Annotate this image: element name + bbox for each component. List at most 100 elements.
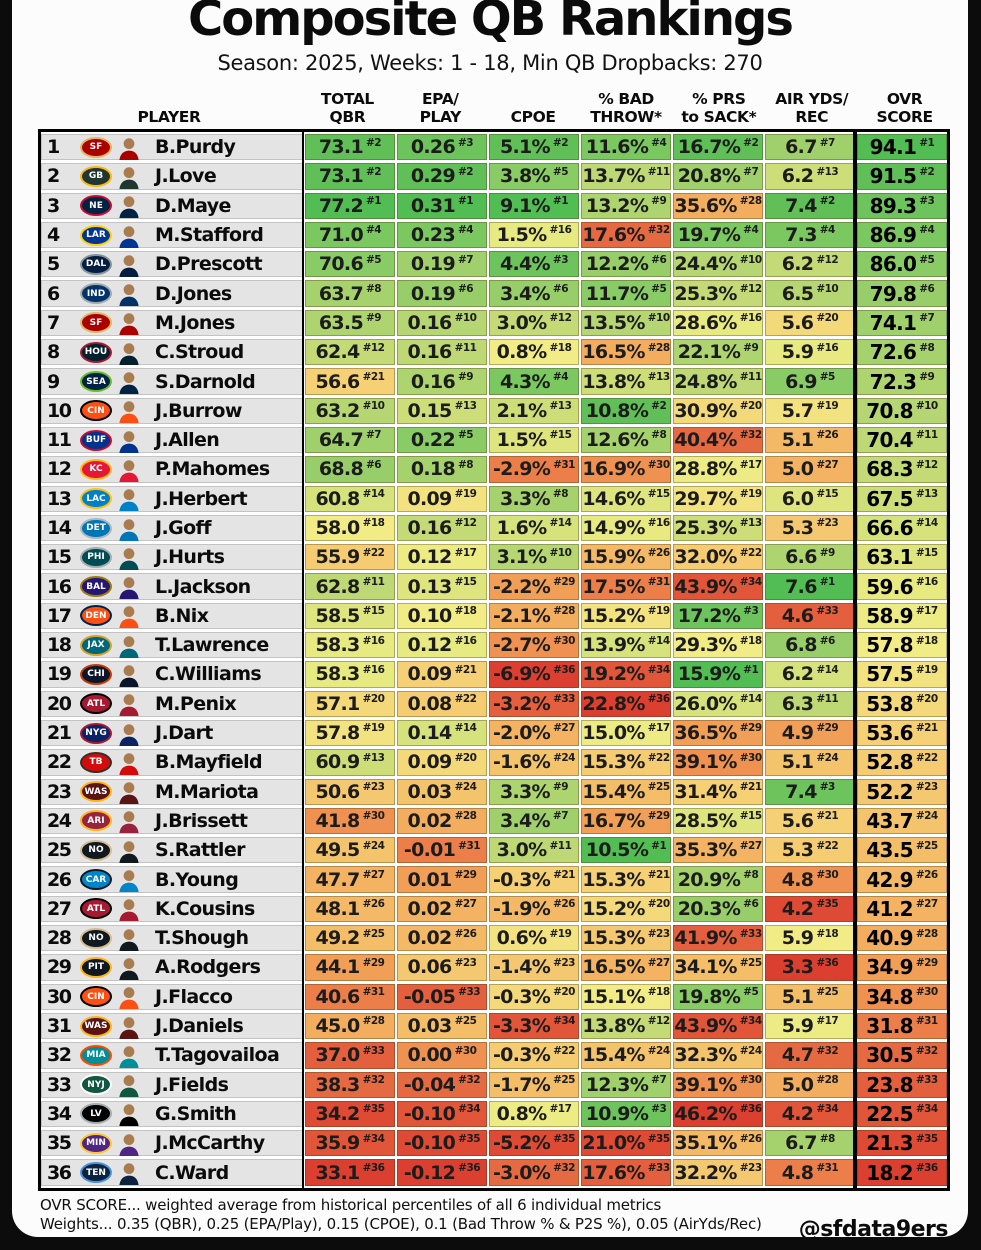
stat-rank: #12 [739,282,762,295]
table-rows: 1 SF B.Purdy 73.1 #2 0.26 #3 5.1% #2 11.6% #4 16… [41,132,947,1188]
stat-value: 36.5% [674,722,737,745]
stat-cell: 5.1 #26 [765,426,855,454]
table-row: 3 NE D.Maye 77.2 #1 0.31 #1 9.1% #1 13.2% #9 35.… [41,192,947,219]
stat-rank: #10 [454,312,477,325]
stat-cell: 13.5% #10 [581,309,671,337]
stat-value: 0.23 [410,224,456,247]
player-photo [119,225,139,248]
ovr-score-cell: 52.8 #22 [857,749,947,776]
stat-rank: #17 [915,605,938,618]
stat-cell: 17.2% #3 [673,602,763,630]
rank-number: 21 [47,722,72,745]
stat-rank: #21 [362,370,385,383]
player-cell: 10 CIN J.Burrow [41,397,303,424]
stat-rank: #26 [816,429,839,442]
stat-rank: #31 [816,1161,839,1174]
stat-cell: 0.31 #1 [397,192,487,219]
stat-value: 53.8 [866,691,913,716]
player-photo [119,1075,139,1098]
stat-cell: 0.29 #2 [397,163,487,190]
ovr-score-cell: 68.3 #12 [857,456,947,483]
ovr-score-cell: 58.9 #17 [857,602,947,630]
team-logo-icon: MIA [80,1044,112,1066]
stat-value: 15.9% [677,663,741,686]
stat-rank: #11 [915,429,938,442]
player-photo [119,723,139,746]
stat-value: 1.5% [496,224,548,247]
stat-value: 73.1 [318,165,364,188]
stat-rank: #6 [919,282,935,295]
stat-cell: 13.2% #9 [581,192,671,219]
team-logo-icon: SEA [80,371,112,393]
rank-number: 16 [47,575,72,598]
rank-number: 18 [47,634,72,657]
stat-value: -1.9% [492,897,551,920]
player-name: B.Nix [155,604,209,627]
stat-cell: 0.12 #17 [397,544,487,571]
stat-rank: #2 [365,136,382,149]
stat-value: 5.1 [781,985,814,1008]
stat-value: 42.9 [866,867,913,892]
stat-cell: 5.7 #19 [765,397,855,424]
stat-cell: 5.9 #17 [765,1012,855,1040]
stat-cell: 77.2 #1 [305,192,395,219]
stat-value: 10.8% [585,399,649,422]
table-row: 19 CHI C.Williams 58.3 #16 0.09 #21 -6.9% #36… [41,661,947,688]
stat-value: 4.2 [781,1102,814,1125]
ovr-score-cell: 31.8 #31 [857,1012,947,1040]
stat-value: 0.16 [407,311,452,334]
stat-rank: #33 [362,1044,385,1057]
stat-value: 16.5% [582,341,645,364]
stat-rank: #1 [552,195,569,208]
stat-value: 6.7 [785,136,817,159]
stat-value: 5.1 [781,751,814,774]
team-logo-icon: PHI [80,546,112,568]
stat-cell: 0.26 #3 [397,134,487,161]
stat-rank: #13 [915,488,938,501]
stat-value: 4.9 [781,722,814,745]
stat-value: 7.3 [785,224,817,247]
stat-cell: 0.02 #28 [397,807,487,835]
stat-rank: #32 [458,1074,481,1086]
stat-rank: #34 [553,1015,575,1028]
stat-value: 20.8% [677,165,741,188]
stat-rank: #35 [362,1103,385,1116]
stat-value: 19.8% [677,985,741,1008]
player-name: J.McCarthy [155,1132,265,1155]
player-name: J.Flacco [155,985,233,1008]
stat-rank: #16 [362,663,385,676]
rankings-table: 1 SF B.Purdy 73.1 #2 0.26 #3 5.1% #2 11.6% #4 16… [38,129,950,1191]
stat-value: 0.19 [410,282,456,305]
stat-value: 0.02 [407,897,452,920]
player-cell: 11 BUF J.Allen [41,426,303,454]
table-row: 33 NYJ J.Fields 38.3 #32 -0.04 #32 -1.7% #25 1… [41,1071,947,1098]
stat-cell: 17.6% #33 [581,1159,671,1186]
stat-value: -1.4% [492,956,551,979]
stat-cell: 36.5% #29 [673,719,763,747]
stat-cell: 0.19 #7 [397,251,487,278]
stat-rank: #31 [458,839,481,852]
stat-cell: 20.8% #7 [673,163,763,190]
stat-value: 15.0% [582,722,645,745]
stat-rank: #35 [458,1132,481,1145]
stat-rank: #36 [553,663,575,676]
stat-rank: #18 [739,634,762,647]
stat-rank: #34 [915,1103,938,1116]
stat-cell: 45.0 #28 [305,1012,395,1040]
stat-value: 68.8 [318,458,364,481]
stat-cell: -1.6% #24 [489,749,579,776]
stat-cell: 11.7% #5 [581,280,671,307]
stat-value: 17.6% [582,1161,645,1184]
stat-cell: 40.4% #32 [673,426,763,454]
stat-value: 16.5% [582,956,645,979]
stat-value: 0.13 [407,575,452,598]
stat-cell: 0.23 #4 [397,221,487,249]
stat-cell: -0.3% #22 [489,1042,579,1069]
stat-value: 43.5 [866,838,913,863]
player-photo [119,167,139,189]
rank-number: 4 [47,224,60,247]
stat-rank: #20 [454,751,477,764]
stat-cell: 17.6% #32 [581,221,671,249]
player-name: M.Stafford [155,224,264,247]
stat-value: 6.8 [785,634,817,657]
